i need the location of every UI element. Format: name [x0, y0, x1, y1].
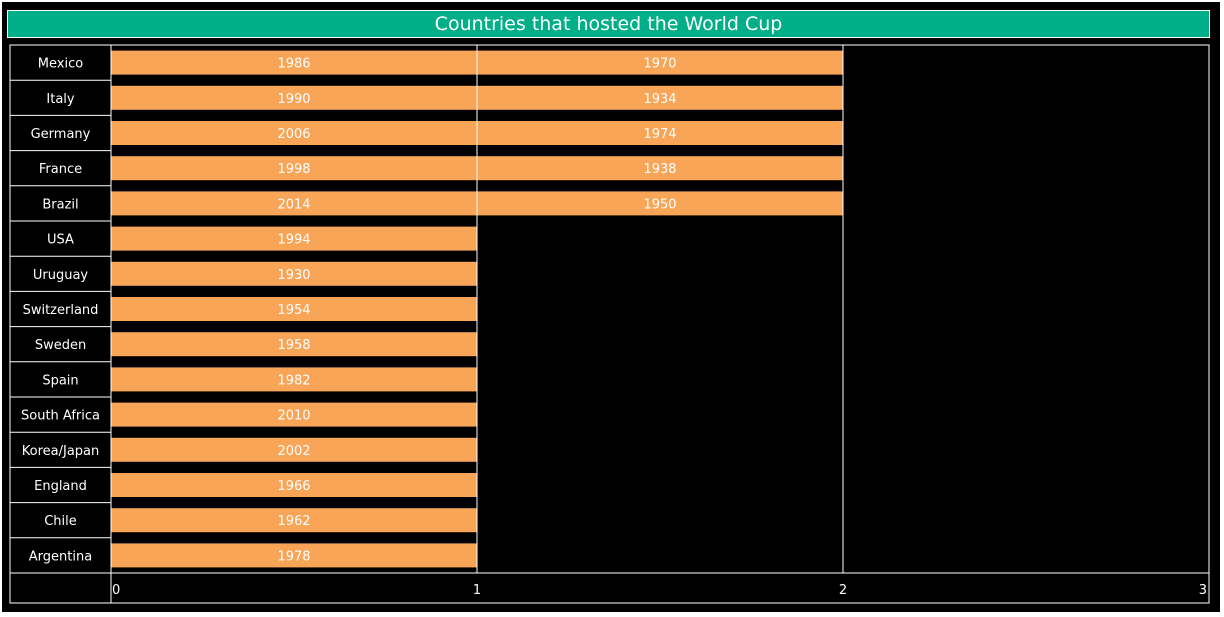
- bar-segment: [477, 50, 843, 75]
- category-label: USA: [47, 233, 74, 248]
- x-tick-label: 3: [1199, 583, 1207, 598]
- bar-segment-label: 1954: [277, 303, 310, 318]
- bar-segment-label: 2014: [277, 197, 310, 212]
- bar-segment-label: 1990: [277, 92, 310, 107]
- bar-segment-label: 1986: [277, 57, 310, 72]
- x-tick-label: 1: [473, 583, 481, 598]
- bar-segment: [111, 50, 477, 75]
- category-label: Sweden: [35, 338, 86, 353]
- bar-segment: [111, 332, 477, 357]
- bar-segment-label: 1994: [277, 233, 310, 248]
- bar-segment: [477, 191, 843, 216]
- category-label: Uruguay: [33, 268, 89, 283]
- bar-segment: [111, 85, 477, 110]
- bar-segment: [111, 297, 477, 321]
- bar-segment-label: 1974: [643, 127, 676, 142]
- bar-segment: [111, 543, 477, 568]
- category-label: Mexico: [38, 57, 83, 72]
- bar-segment: [111, 473, 477, 497]
- category-label: England: [34, 479, 87, 494]
- category-label: Germany: [31, 127, 91, 142]
- bar-segment: [111, 226, 477, 251]
- bar-segment-label: 1950: [643, 197, 676, 212]
- bar-segment: [111, 191, 477, 216]
- chart-border: [9, 44, 1210, 604]
- bar-segment-label: 1978: [277, 549, 310, 564]
- bar-segment-label: 1930: [277, 268, 310, 283]
- bar-segment: [111, 156, 477, 181]
- bar-segment-label: 1966: [277, 479, 310, 494]
- bar-segment: [477, 156, 843, 181]
- bar-segment-label: 1970: [643, 57, 676, 72]
- category-label: South Africa: [21, 409, 100, 424]
- bar-segment-label: 1998: [277, 162, 310, 177]
- category-label: Spain: [42, 373, 78, 388]
- category-label: Brazil: [42, 197, 78, 212]
- chart-title: Countries that hosted the World Cup: [7, 10, 1210, 38]
- bar-segment: [111, 437, 477, 462]
- bar-segment: [111, 121, 477, 145]
- category-label: Chile: [44, 514, 77, 529]
- bar-segment-label: 1934: [643, 92, 676, 107]
- bar-segment: [111, 402, 477, 427]
- category-label: France: [39, 162, 82, 177]
- x-tick-label: 0: [112, 583, 120, 598]
- bar-segment: [111, 367, 477, 392]
- bar-segment: [111, 261, 477, 286]
- category-label: Italy: [46, 92, 75, 107]
- bar-segment: [111, 508, 477, 533]
- bar-segment-label: 1982: [277, 373, 310, 388]
- bar-segment-label: 1938: [643, 162, 676, 177]
- bar-segment-label: 1962: [277, 514, 310, 529]
- bar-segment-label: 2006: [277, 127, 310, 142]
- category-label: Argentina: [29, 549, 92, 564]
- bar-segment-label: 2002: [277, 444, 310, 459]
- category-label: Switzerland: [23, 303, 99, 318]
- x-tick-label: 2: [839, 583, 847, 598]
- bar-segment: [477, 85, 843, 110]
- bar-segment-label: 1958: [277, 338, 310, 353]
- bar-segment: [477, 121, 843, 145]
- bar-segment-label: 2010: [277, 409, 310, 424]
- category-label: Korea/Japan: [22, 444, 100, 459]
